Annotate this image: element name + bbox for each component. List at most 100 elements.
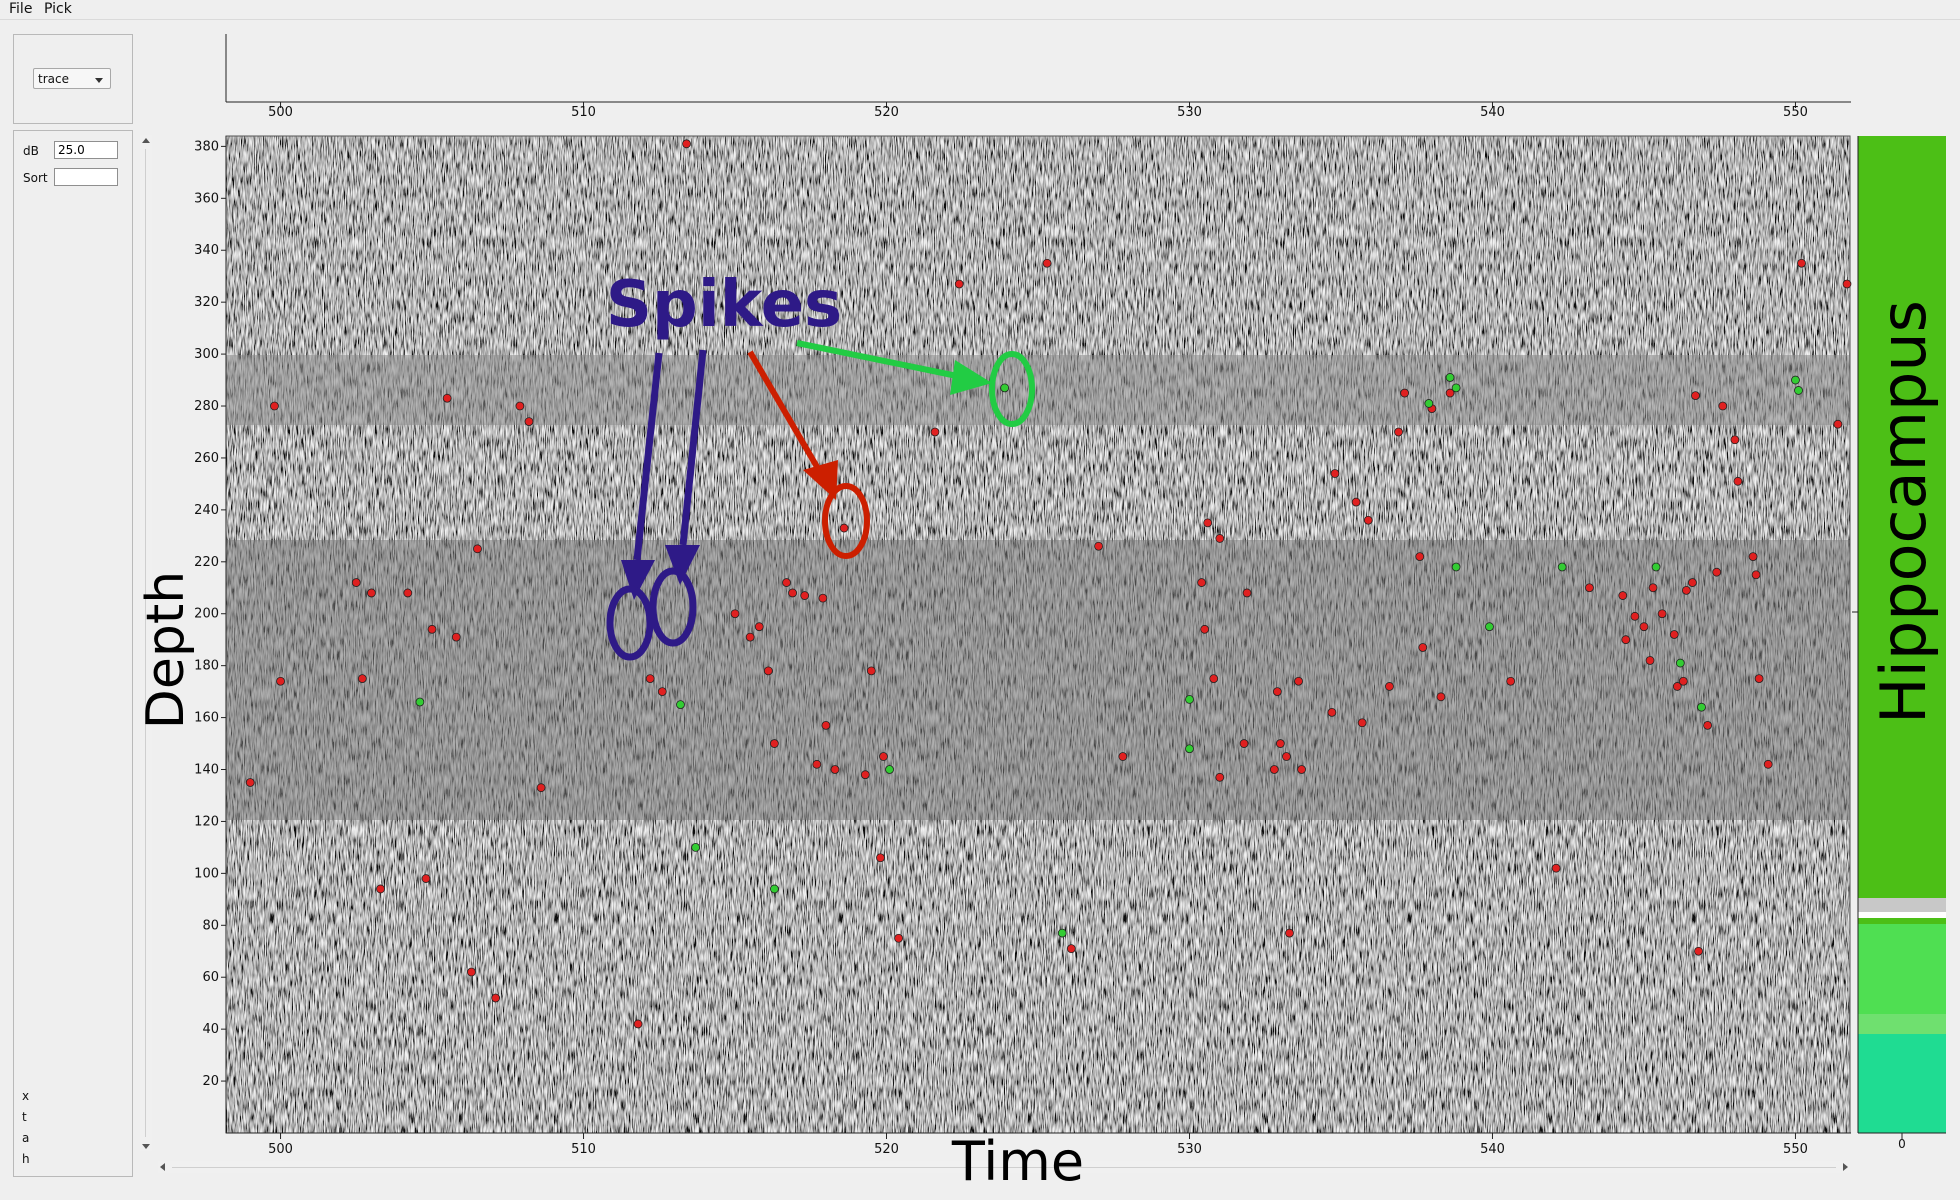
spike-marker-red[interactable] [515, 401, 525, 411]
spike-marker-red[interactable] [1797, 258, 1806, 268]
spike-marker-red[interactable] [491, 993, 501, 1003]
spike-marker-red[interactable] [682, 139, 691, 149]
spike-marker-red[interactable] [1200, 624, 1210, 634]
spike-marker-red[interactable] [1621, 635, 1631, 645]
spike-marker-red[interactable] [1418, 643, 1428, 652]
spike-marker-green[interactable] [676, 700, 685, 710]
spike-marker-red[interactable] [1272, 687, 1282, 697]
spike-marker-red[interactable] [730, 609, 740, 619]
spike-marker-red[interactable] [367, 588, 376, 598]
spike-marker-red[interactable] [357, 674, 367, 684]
spike-marker-red[interactable] [1688, 578, 1697, 587]
spike-marker-green[interactable] [770, 884, 779, 894]
spike-marker-red[interactable] [1657, 609, 1667, 619]
spike-marker-red[interactable] [276, 676, 285, 686]
spike-marker-green[interactable] [1697, 702, 1706, 712]
spike-marker-green[interactable] [1794, 386, 1803, 395]
spike-marker-red[interactable] [894, 933, 904, 943]
spike-marker-red[interactable] [524, 417, 534, 426]
spike-marker-red[interactable] [1445, 388, 1455, 398]
spike-marker-red[interactable] [812, 759, 822, 769]
spike-marker-red[interactable] [1269, 765, 1279, 774]
spike-marker-red[interactable] [1639, 622, 1649, 632]
spike-marker-green[interactable] [1791, 375, 1800, 385]
menu-pick[interactable]: Pick [44, 1, 72, 17]
spike-marker-red[interactable] [467, 967, 476, 977]
spike-marker-red[interactable] [866, 666, 876, 676]
spike-marker-red[interactable] [1282, 752, 1291, 761]
spike-marker-green[interactable] [1557, 562, 1567, 572]
spike-marker-red[interactable] [745, 632, 755, 642]
spike-marker-red[interactable] [1400, 388, 1410, 398]
spike-marker-red[interactable] [421, 874, 431, 883]
scroll-right-icon[interactable] [1843, 1163, 1848, 1171]
spike-marker-red[interactable] [1694, 946, 1703, 956]
spike-marker-red[interactable] [1672, 682, 1682, 691]
spike-marker-green[interactable] [1185, 744, 1194, 754]
spike-marker-red[interactable] [1394, 427, 1403, 437]
spike-marker-red[interactable] [1215, 772, 1225, 782]
spike-marker-red[interactable] [403, 588, 413, 598]
spike-marker-red[interactable] [451, 632, 461, 642]
spike-marker-red[interactable] [1330, 469, 1340, 478]
spike-marker-red[interactable] [1763, 759, 1773, 769]
spike-marker-red[interactable] [1215, 534, 1225, 543]
spike-marker-red[interactable] [1363, 515, 1373, 525]
spike-marker-red[interactable] [633, 1019, 643, 1029]
spike-marker-red[interactable] [245, 778, 255, 787]
spike-marker-red[interactable] [442, 393, 452, 403]
spike-marker-red[interactable] [930, 427, 940, 437]
spike-marker-red[interactable] [1681, 585, 1691, 595]
spike-marker-red[interactable] [351, 578, 361, 587]
spike-marker-green[interactable] [1675, 658, 1685, 668]
spike-marker-green[interactable] [885, 765, 894, 774]
region-light-green-2[interactable] [1858, 1014, 1946, 1034]
spike-marker-green[interactable] [1057, 928, 1067, 938]
spike-marker-green[interactable] [1424, 399, 1434, 408]
spike-marker-red[interactable] [830, 765, 840, 774]
spike-marker-red[interactable] [879, 752, 888, 761]
spike-marker-red[interactable] [1678, 676, 1688, 686]
spike-marker-red[interactable] [860, 770, 870, 780]
spike-marker-red[interactable] [782, 578, 791, 587]
spike-marker-red[interactable] [1297, 765, 1306, 774]
region-hippocampus[interactable] [1858, 136, 1946, 898]
horizontal-scrollbar[interactable] [158, 1161, 1850, 1173]
spike-marker-red[interactable] [763, 666, 773, 676]
spike-marker-red[interactable] [1294, 676, 1303, 686]
spike-marker-green[interactable] [1185, 695, 1194, 704]
scroll-up-icon[interactable] [142, 138, 150, 143]
spike-marker-red[interactable] [376, 884, 385, 894]
scroll-left-icon[interactable] [160, 1163, 165, 1171]
spike-marker-red[interactable] [1630, 611, 1640, 621]
spike-marker-red[interactable] [1669, 630, 1679, 639]
spike-marker-red[interactable] [1730, 435, 1740, 445]
spike-marker-red[interactable] [1209, 674, 1219, 684]
spike-marker-red[interactable] [473, 544, 482, 554]
spike-marker-red[interactable] [1415, 552, 1425, 562]
spike-marker-red[interactable] [788, 588, 797, 598]
spike-marker-red[interactable] [1351, 497, 1361, 507]
spike-marker-red[interactable] [1833, 419, 1843, 429]
spike-marker-green[interactable] [691, 843, 701, 852]
spike-marker-red[interactable] [818, 593, 828, 603]
spike-marker-red[interactable] [1203, 518, 1213, 528]
spike-marker-red[interactable] [800, 591, 810, 600]
spike-marker-red[interactable] [1066, 944, 1076, 954]
spike-marker-red[interactable] [1712, 567, 1722, 577]
spike-marker-red[interactable] [1275, 739, 1285, 748]
region-green-band[interactable] [1858, 918, 1946, 924]
spike-marker-red[interactable] [1239, 739, 1249, 748]
spike-marker-red[interactable] [1648, 583, 1658, 593]
spike-marker-red[interactable] [1691, 391, 1700, 401]
spike-marker-red[interactable] [1842, 279, 1852, 289]
vertical-scrollbar[interactable] [140, 135, 152, 1151]
spike-marker-red[interactable] [1618, 591, 1628, 600]
menu-file[interactable]: File [9, 1, 33, 17]
spike-marker-red[interactable] [1585, 583, 1594, 593]
spike-marker-green[interactable] [415, 697, 425, 707]
spike-marker-red[interactable] [1285, 928, 1294, 938]
display-mode-dropdown[interactable]: trace [33, 68, 111, 89]
spike-marker-green[interactable] [1445, 373, 1455, 382]
scroll-down-icon[interactable] [142, 1144, 150, 1149]
